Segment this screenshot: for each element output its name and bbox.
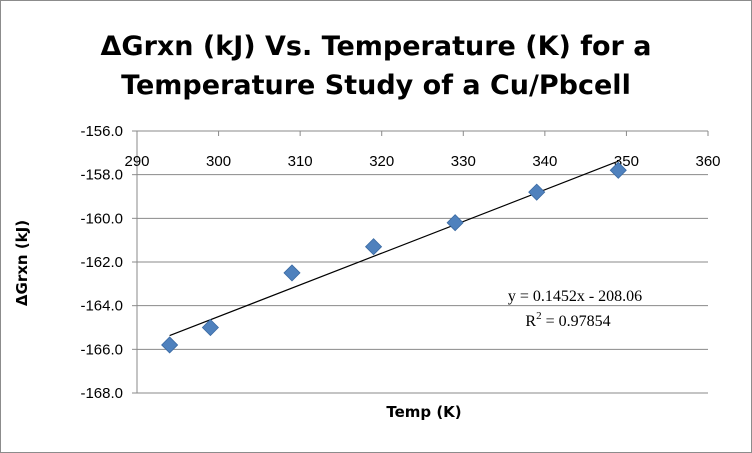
y-tick-label: -158.0: [80, 167, 123, 184]
data-point: [446, 214, 464, 232]
x-tick-label: 310: [288, 153, 313, 170]
x-tick-label: 320: [369, 153, 394, 170]
r-squared-label: R2 = 0.97854: [525, 310, 610, 330]
data-point: [161, 336, 179, 354]
x-tick-label: 360: [695, 153, 720, 170]
x-tick-label: 330: [451, 153, 476, 170]
axes: [132, 130, 709, 394]
data-point: [609, 161, 627, 179]
y-tick-label: -166.0: [80, 341, 123, 358]
y-tick-label: -156.0: [80, 123, 123, 140]
x-tick-label: 340: [532, 153, 557, 170]
r-squared-r: R: [525, 313, 536, 330]
trendline-group: [169, 160, 619, 337]
x-axis-title: Temp (K): [386, 403, 461, 421]
chart-title-line-2: Temperature Study of a Cu/Pbcell: [121, 70, 631, 101]
chart-title-line-1: ΔGrxn (kJ) Vs. Temperature (K) for a: [101, 31, 652, 62]
x-tick-labels: 290 300 310 320 330 340 350 360: [124, 153, 720, 170]
y-tick-label: -168.0: [80, 385, 123, 402]
x-tick-label: 290: [124, 153, 149, 170]
trendline: [169, 160, 619, 337]
data-points: [161, 161, 627, 354]
x-tick-label: 300: [206, 153, 231, 170]
r-squared-superscript: 2: [536, 310, 542, 322]
data-point: [201, 318, 219, 337]
trendline-equation: y = 0.1452x - 208.06: [508, 288, 642, 305]
y-tick-label: -160.0: [80, 210, 123, 227]
data-point: [283, 264, 301, 282]
y-axis-title: ΔGrxn (kJ): [13, 220, 31, 306]
r-squared-value: = 0.97854: [542, 313, 611, 330]
data-point: [528, 183, 546, 201]
y-tick-label: -162.0: [80, 254, 123, 271]
data-point: [364, 238, 383, 256]
y-tick-labels: -156.0 -158.0 -160.0 -162.0 -164.0 -166.0 -168…: [80, 123, 123, 402]
y-tick-label: -164.0: [80, 298, 123, 315]
